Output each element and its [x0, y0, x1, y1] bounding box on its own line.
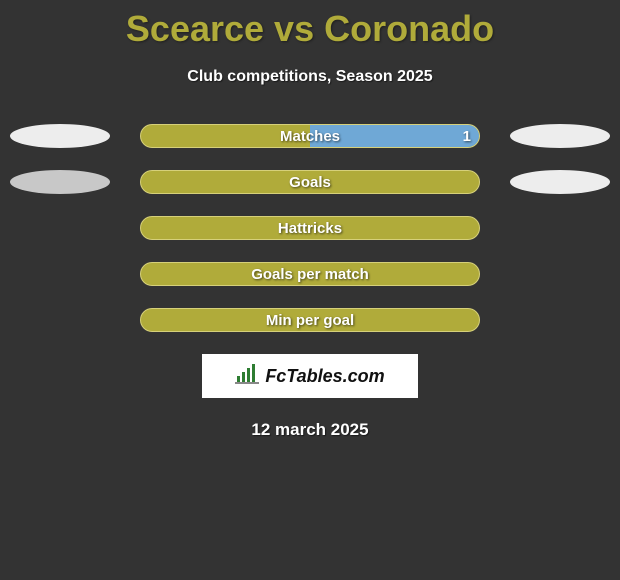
- left-ellipse-goals: [10, 170, 110, 194]
- page-title: Scearce vs Coronado: [0, 0, 620, 50]
- logo-text: FcTables.com: [265, 366, 384, 387]
- right-ellipse-matches: [510, 124, 610, 148]
- bar-min-per-goal: Min per goal: [140, 308, 480, 332]
- row-matches: Matches 1: [0, 124, 620, 148]
- bar-hattricks: Hattricks: [140, 216, 480, 240]
- bar-label-goals-per-match: Goals per match: [141, 263, 479, 287]
- comparison-rows: Matches 1 Goals Hattricks Goals per matc…: [0, 124, 620, 332]
- row-goals: Goals: [0, 170, 620, 194]
- bar-label-hattricks: Hattricks: [141, 217, 479, 241]
- left-ellipse-matches: [10, 124, 110, 148]
- logo-box: FcTables.com: [202, 354, 418, 398]
- date-text: 12 march 2025: [0, 420, 620, 440]
- bar-value-right-matches: 1: [463, 125, 471, 149]
- bar-matches: Matches 1: [140, 124, 480, 148]
- bar-label-min-per-goal: Min per goal: [141, 309, 479, 333]
- row-min-per-goal: Min per goal: [0, 308, 620, 332]
- logo-chart-icon: [235, 364, 259, 389]
- right-ellipse-goals: [510, 170, 610, 194]
- row-goals-per-match: Goals per match: [0, 262, 620, 286]
- bar-goals-per-match: Goals per match: [140, 262, 480, 286]
- bar-label-goals: Goals: [141, 171, 479, 195]
- bar-label-matches: Matches: [141, 125, 479, 149]
- row-hattricks: Hattricks: [0, 216, 620, 240]
- bar-goals: Goals: [140, 170, 480, 194]
- subtitle: Club competitions, Season 2025: [0, 68, 620, 86]
